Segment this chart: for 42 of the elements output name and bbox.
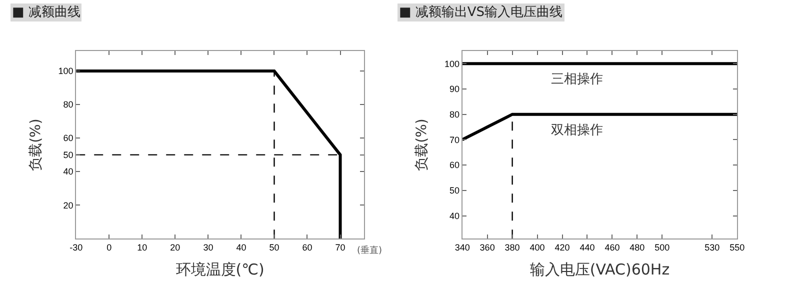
chart-title: ■ 减额输出VS输入电压曲线 <box>399 5 563 20</box>
y-tick-label: 20 <box>63 200 74 210</box>
x-axis-title: 环境温度(℃) <box>176 260 264 278</box>
x-tick-label: 20 <box>170 242 180 252</box>
y-tick-label: 50 <box>450 186 460 196</box>
x-tick-label: 360 <box>480 242 495 252</box>
x-tick-label: 40 <box>236 242 246 252</box>
x-axis-title: 输入电压(VAC)60Hz <box>530 260 670 278</box>
y-tick-label: 60 <box>63 133 74 144</box>
x-tick-label: 440 <box>580 242 595 252</box>
series-label: 三相操作 <box>551 72 603 87</box>
y-tick-label: 100 <box>58 66 74 76</box>
text: (垂直) <box>357 245 382 256</box>
x-tick-label: 480 <box>630 242 645 252</box>
y-axis-title: 负载(%) <box>414 118 430 171</box>
x-tick-label: 380 <box>504 242 520 252</box>
y-tick-label: 50 <box>63 150 74 160</box>
x-tick-label: 550 <box>730 242 745 252</box>
y-tick-label: 40 <box>63 166 74 177</box>
x-tick-label: 530 <box>704 242 720 252</box>
y-tick-label: 60 <box>450 160 460 170</box>
x-tick-label: 70 <box>335 242 346 252</box>
x-tick-label: 420 <box>554 242 570 252</box>
chart-title: ■ 减额曲线 <box>12 5 80 20</box>
series-label: 双相操作 <box>551 123 603 138</box>
y-tick-label: 90 <box>450 84 460 94</box>
x-tick-label: -30 <box>70 242 83 252</box>
y-tick-label: 70 <box>450 134 460 145</box>
x-tick-label: 10 <box>137 242 148 252</box>
y-tick-label: 80 <box>63 100 74 110</box>
x-tick-label: 400 <box>530 242 545 252</box>
x-tick-label: 0 <box>106 242 112 252</box>
x-tick-label: 30 <box>203 242 214 252</box>
x-tick-label: 500 <box>654 242 670 252</box>
y-axis-title: 负载(%) <box>28 118 44 171</box>
y-tick-label: 40 <box>450 210 460 221</box>
x-tick-label: 340 <box>454 242 470 252</box>
x-tick-label: 460 <box>604 242 620 252</box>
x-tick-label: 50 <box>269 242 280 252</box>
y-tick-label: 100 <box>444 58 460 69</box>
y-tick-label: 80 <box>450 109 460 120</box>
x-tick-label: 60 <box>302 242 312 252</box>
